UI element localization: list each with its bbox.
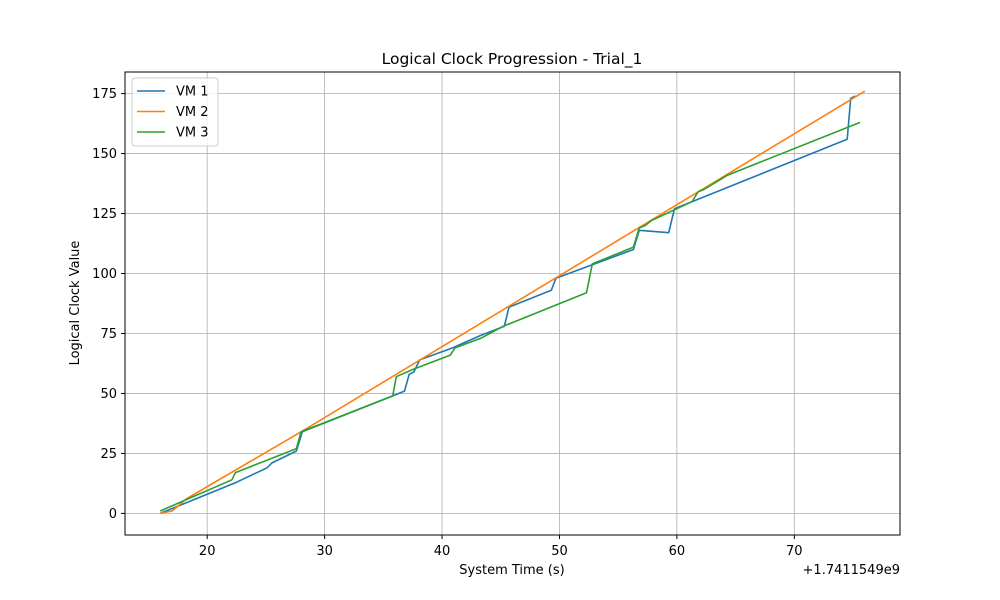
x-tick-label: 40	[434, 544, 451, 559]
legend-box	[131, 77, 219, 147]
y-tick-label: 125	[92, 207, 117, 222]
x-tick-label: 60	[669, 544, 686, 559]
series-line-vm-3	[159, 121, 861, 512]
x-tick-label: 50	[551, 544, 568, 559]
legend-label-vm-1: VM 1	[176, 85, 209, 100]
y-axis-label: Logical Clock Value	[68, 241, 83, 366]
y-tick-label: 25	[100, 447, 117, 462]
series-lines	[159, 90, 866, 515]
y-tick-label: 100	[92, 267, 117, 282]
series-line-vm-1	[159, 95, 856, 515]
legend-label-vm-2: VM 2	[176, 105, 209, 120]
series-line-vm-2	[160, 90, 866, 515]
y-tick-label: 175	[92, 87, 117, 102]
legend: VM 1 VM 2 VM 3	[131, 77, 219, 147]
x-tick-label: 30	[316, 544, 333, 559]
chart-title: Logical Clock Progression - Trial_1	[382, 50, 643, 69]
x-tick-label: 70	[786, 544, 803, 559]
x-tick-label: 20	[199, 544, 216, 559]
y-tick-label: 150	[92, 147, 117, 162]
y-tick-label: 0	[109, 507, 117, 522]
axis-ticks: 20 30 40 50 60 70 0 25 50 75 100 125 150 175	[92, 87, 802, 559]
y-tick-label: 50	[100, 387, 117, 402]
x-axis-label: System Time (s)	[459, 563, 564, 578]
legend-label-vm-3: VM 3	[176, 126, 209, 141]
x-axis-offset-label: +1.7411549e9	[803, 563, 900, 578]
plot-frame	[124, 71, 901, 536]
y-tick-label: 75	[100, 327, 117, 342]
